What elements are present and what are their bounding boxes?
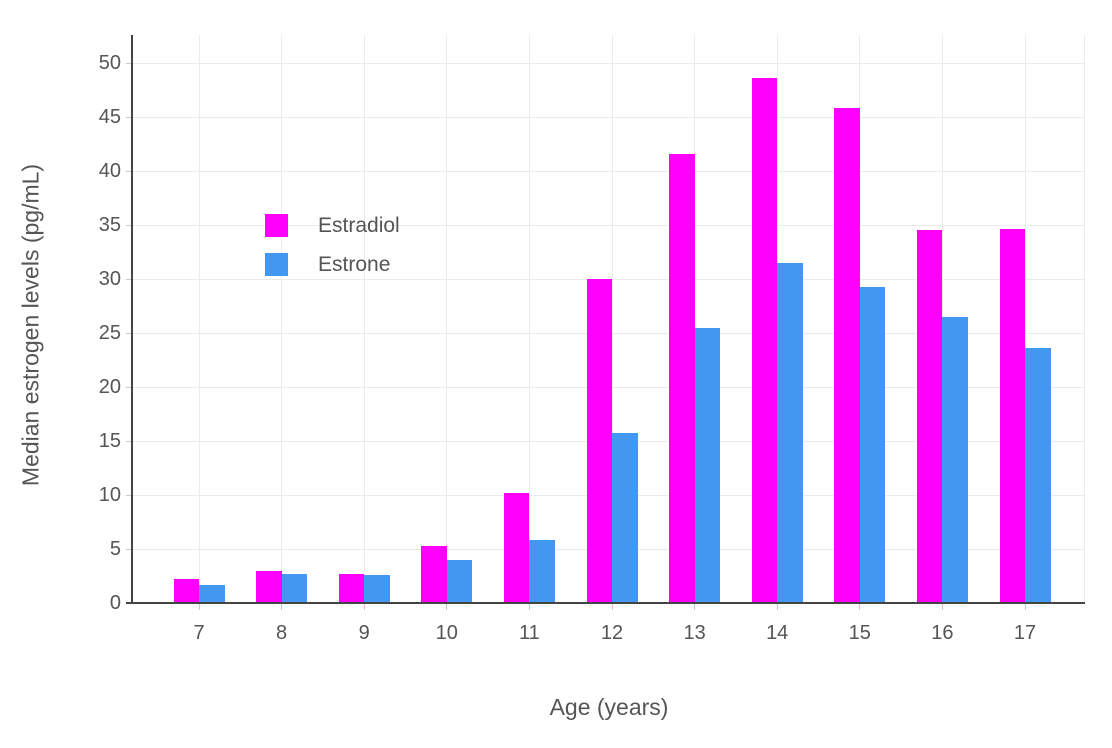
legend-label-estradiol: Estradiol	[318, 214, 400, 237]
x-axis-line	[131, 602, 1085, 604]
y-axis-title: Median estrogen levels (pg/mL)	[17, 163, 44, 487]
y-tick-35	[126, 224, 132, 226]
y-tick-0	[126, 602, 132, 604]
y-tick-25	[126, 332, 132, 334]
v-gridline-10	[446, 35, 448, 603]
y-axis-line	[131, 35, 133, 604]
x-tick-7	[198, 604, 200, 610]
bar-estradiol-age-10[interactable]	[421, 545, 447, 603]
x-tick-label-13: 13	[683, 622, 706, 644]
v-gridline-7	[198, 35, 200, 603]
y-tick-20	[126, 386, 132, 388]
bar-estrone-age-17[interactable]	[1025, 348, 1051, 603]
v-gridline-8	[281, 35, 283, 603]
y-tick-label-10: 10	[98, 484, 121, 506]
bar-estradiol-age-14[interactable]	[751, 78, 778, 603]
bar-estrone-age-8[interactable]	[281, 573, 308, 603]
v-gridline-right-edge	[1084, 35, 1085, 603]
x-tick-label-15: 15	[848, 622, 871, 644]
y-tick-label-35: 35	[98, 214, 121, 236]
bar-estradiol-age-15[interactable]	[834, 108, 860, 603]
y-tick-10	[126, 494, 132, 496]
legend-item-estradiol[interactable]: Estradiol	[265, 214, 400, 237]
h-gridline-40	[133, 170, 1085, 172]
bar-estradiol-age-12[interactable]	[586, 279, 612, 603]
x-tick-10	[446, 604, 448, 610]
bar-estradiol-age-9[interactable]	[338, 573, 365, 603]
y-tick-label-40: 40	[98, 160, 121, 182]
bar-estrone-age-11[interactable]	[529, 540, 555, 603]
v-gridline-11	[528, 35, 530, 603]
estradiol-swatch-icon	[265, 214, 288, 237]
bar-estrone-age-12[interactable]	[612, 433, 638, 603]
x-tick-11	[528, 604, 530, 610]
x-tick-label-12: 12	[600, 622, 624, 644]
x-tick-16	[941, 604, 943, 610]
x-tick-9	[363, 604, 365, 610]
x-tick-label-17: 17	[1013, 622, 1037, 644]
x-tick-label-16: 16	[931, 622, 954, 644]
h-gridline-50	[133, 62, 1085, 64]
bar-estradiol-age-11[interactable]	[503, 492, 530, 603]
bar-estradiol-age-16[interactable]	[916, 230, 943, 603]
bar-estrone-age-7[interactable]	[199, 584, 225, 603]
x-tick-17	[1024, 604, 1026, 610]
bar-estradiol-age-7[interactable]	[173, 579, 199, 603]
x-tick-14	[776, 604, 778, 610]
y-tick-label-50: 50	[98, 52, 121, 74]
plot-area	[133, 35, 1085, 603]
y-tick-label-30: 30	[98, 268, 121, 290]
x-tick-label-11: 11	[519, 622, 540, 644]
bar-estrone-age-16[interactable]	[942, 316, 968, 603]
bar-estrone-age-9[interactable]	[364, 574, 390, 603]
legend: Estradiol Estrone	[265, 214, 400, 276]
x-tick-label-14: 14	[766, 622, 789, 644]
bar-estradiol-age-8[interactable]	[256, 570, 282, 603]
y-tick-label-20: 20	[98, 376, 121, 398]
x-tick-8	[281, 604, 283, 610]
v-gridline-12	[611, 35, 613, 603]
y-tick-label-15: 15	[98, 430, 121, 452]
x-tick-15	[859, 604, 861, 610]
x-tick-label-7: 7	[193, 622, 205, 644]
x-tick-label-8: 8	[276, 622, 288, 644]
y-tick-50	[126, 62, 132, 64]
bar-estrone-age-15[interactable]	[859, 286, 886, 603]
bar-estrone-age-14[interactable]	[777, 262, 803, 603]
y-tick-label-5: 5	[109, 538, 121, 560]
y-tick-label-45: 45	[98, 106, 121, 128]
x-axis-title: Age (years)	[549, 694, 669, 720]
legend-label-estrone: Estrone	[318, 253, 391, 276]
h-gridline-45	[133, 116, 1085, 118]
bar-estradiol-age-17[interactable]	[999, 229, 1025, 603]
y-tick-label-25: 25	[98, 322, 121, 344]
h-gridline-35	[133, 224, 1085, 226]
x-tick-label-9: 9	[358, 622, 370, 644]
legend-item-estrone[interactable]: Estrone	[265, 253, 400, 276]
v-gridline-9	[363, 35, 365, 603]
v-gridline-17	[1024, 35, 1026, 603]
x-tick-13	[694, 604, 696, 610]
y-tick-label-0: 0	[109, 592, 121, 614]
bar-estrone-age-13[interactable]	[694, 327, 721, 603]
x-tick-label-10: 10	[435, 622, 458, 644]
x-tick-12	[611, 604, 613, 610]
y-tick-40	[126, 170, 132, 172]
y-tick-5	[126, 548, 132, 550]
estrone-swatch-icon	[265, 253, 288, 276]
v-gridline-13	[694, 35, 696, 603]
y-tick-45	[126, 116, 132, 118]
y-tick-30	[126, 278, 132, 280]
bar-estrone-age-10[interactable]	[446, 559, 473, 603]
y-tick-15	[126, 440, 132, 442]
bar-estradiol-age-13[interactable]	[669, 153, 695, 603]
